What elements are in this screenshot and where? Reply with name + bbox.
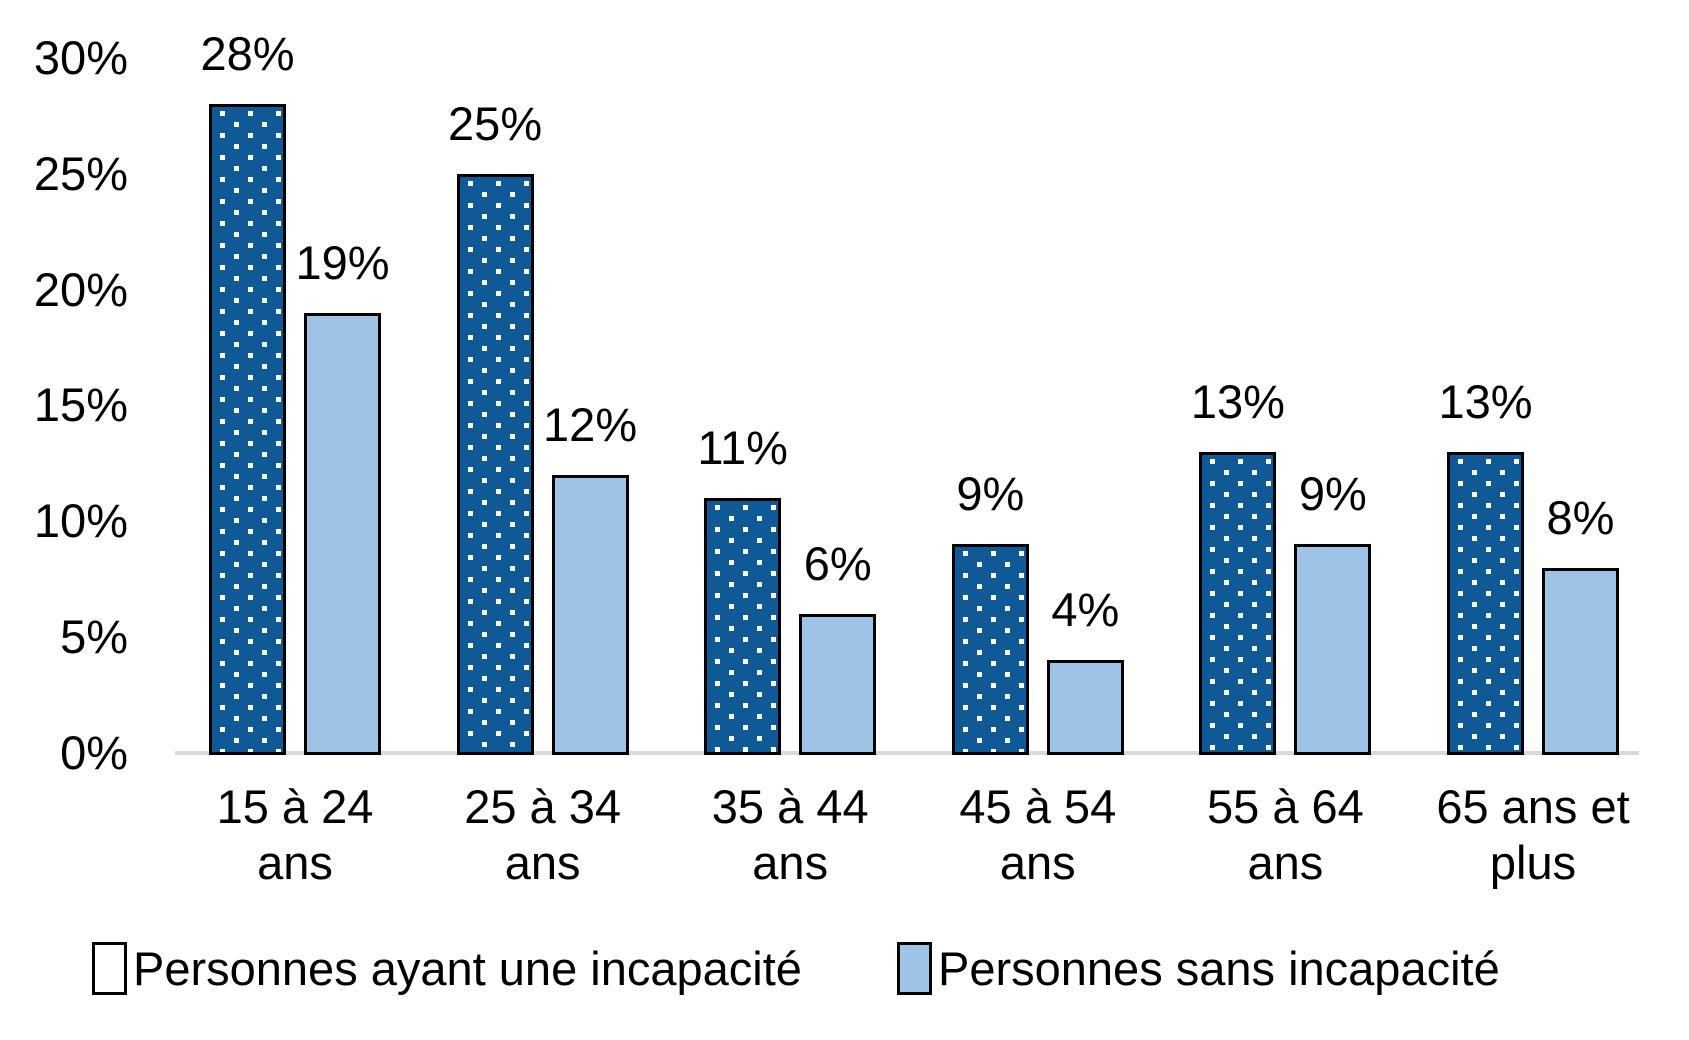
legend-label-without-disability: Personnes sans incapacité bbox=[938, 942, 1500, 995]
x-label-2: 35 à 44 ans bbox=[711, 780, 869, 889]
y-tick-5: 5% bbox=[60, 610, 128, 664]
legend-swatch-dotted-icon bbox=[92, 942, 127, 995]
x-label-5: 65 ans et plus bbox=[1436, 780, 1630, 889]
x-label-4: 55 à 64 ans bbox=[1206, 780, 1364, 889]
legend-swatch-solid-icon bbox=[897, 942, 932, 995]
y-tick-30: 30% bbox=[33, 30, 128, 84]
bar-without-disability-4 bbox=[1294, 544, 1372, 755]
bar-with-disability-3 bbox=[951, 544, 1029, 755]
x-axis-line bbox=[175, 751, 1639, 755]
y-tick-20: 20% bbox=[33, 262, 128, 316]
data-label-with-3: 9% bbox=[956, 467, 1025, 521]
x-label-3: 45 à 54 ans bbox=[959, 780, 1117, 889]
legend-item-without-disability: Personnes sans incapacité bbox=[897, 942, 1500, 995]
data-label-with-5: 13% bbox=[1438, 374, 1533, 428]
data-label-with-2: 11% bbox=[697, 421, 788, 475]
bar-without-disability-3 bbox=[1046, 660, 1124, 755]
x-label-1: 25 à 34 ans bbox=[464, 780, 621, 889]
bar-with-disability-2 bbox=[704, 498, 782, 755]
y-tick-15: 15% bbox=[33, 378, 128, 432]
legend-label-with-disability: Personnes ayant une incapacité bbox=[133, 942, 802, 995]
data-label-without-1: 12% bbox=[543, 397, 638, 451]
bar-without-disability-5 bbox=[1542, 567, 1619, 755]
y-tick-25: 25% bbox=[33, 146, 128, 200]
data-label-without-0: 19% bbox=[295, 235, 390, 289]
data-label-with-0: 28% bbox=[200, 27, 295, 81]
bar-with-disability-5 bbox=[1447, 451, 1524, 755]
bar-without-disability-2 bbox=[799, 613, 877, 755]
bar-with-disability-4 bbox=[1199, 451, 1277, 755]
data-label-without-3: 4% bbox=[1051, 583, 1120, 637]
y-tick-10: 10% bbox=[33, 494, 128, 548]
y-tick-0: 0% bbox=[60, 726, 128, 779]
legend-item-with-disability: Personnes ayant une incapacité bbox=[92, 942, 802, 995]
x-label-0: 15 à 24 ans bbox=[216, 780, 374, 889]
bar-with-disability-0 bbox=[209, 104, 286, 755]
data-label-without-4: 9% bbox=[1298, 467, 1367, 521]
data-label-without-5: 8% bbox=[1546, 490, 1615, 544]
data-label-with-4: 13% bbox=[1190, 374, 1285, 428]
bar-without-disability-0 bbox=[304, 312, 381, 755]
data-label-with-1: 25% bbox=[448, 96, 543, 150]
bar-with-disability-1 bbox=[456, 173, 534, 755]
data-label-without-2: 6% bbox=[803, 536, 872, 590]
bar-without-disability-1 bbox=[551, 474, 629, 755]
